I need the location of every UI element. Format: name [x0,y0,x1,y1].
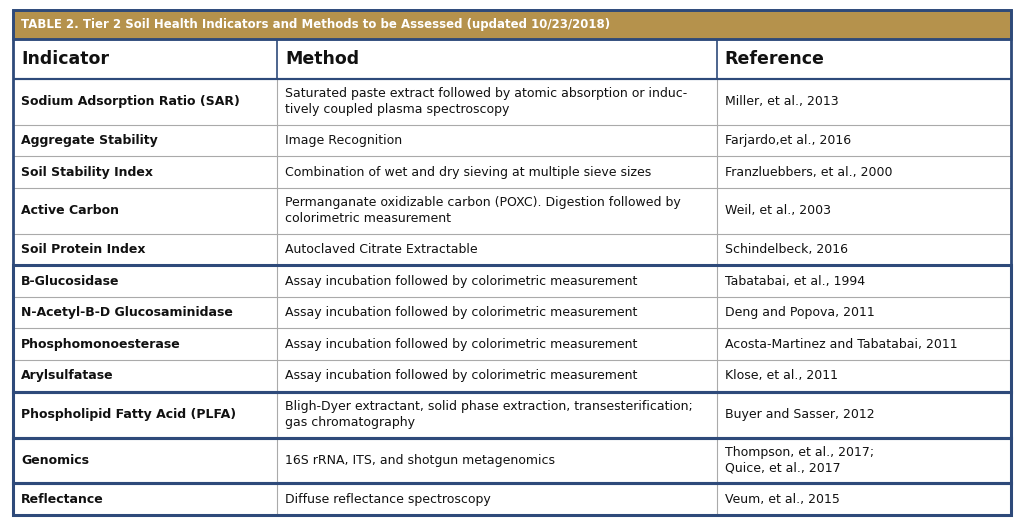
Text: Saturated paste extract followed by atomic absorption or induc-
tively coupled p: Saturated paste extract followed by atom… [286,87,688,116]
Bar [13,392,1011,438]
Bar [13,392,1011,438]
Text: Assay incubation followed by colorimetric measurement: Assay incubation followed by colorimetri… [286,275,638,288]
Bar [13,79,1011,125]
Text: Acosta-Martinez and Tabatabai, 2011: Acosta-Martinez and Tabatabai, 2011 [725,338,957,351]
Text: Deng and Popova, 2011: Deng and Popova, 2011 [725,306,874,319]
Text: Genomics: Genomics [22,454,89,467]
Bar [13,265,1011,297]
Text: N-Acetyl-B-D Glucosaminidase: N-Acetyl-B-D Glucosaminidase [22,306,232,319]
Text: Permanganate oxidizable carbon (POXC). Digestion followed by
colorimetric measur: Permanganate oxidizable carbon (POXC). D… [286,196,681,225]
Text: Farjardo,et al., 2016: Farjardo,et al., 2016 [725,134,851,147]
Bar [13,10,1011,39]
Bar [13,483,1011,515]
Text: Assay incubation followed by colorimetric measurement: Assay incubation followed by colorimetri… [286,369,638,382]
Text: Assay incubation followed by colorimetric measurement: Assay incubation followed by colorimetri… [286,338,638,351]
Text: Diffuse reflectance spectroscopy: Diffuse reflectance spectroscopy [286,493,492,506]
Text: Thompson, et al., 2017;
Quice, et al., 2017: Thompson, et al., 2017; Quice, et al., 2… [725,446,873,475]
Bar [13,188,1011,234]
Text: Arylsulfatase: Arylsulfatase [22,369,114,382]
Bar [13,234,1011,265]
Bar [13,156,1011,188]
Text: Phosphomonoesterase: Phosphomonoesterase [22,338,181,351]
Text: Franzluebbers, et al., 2000: Franzluebbers, et al., 2000 [725,166,892,179]
Text: Autoclaved Citrate Extractable: Autoclaved Citrate Extractable [286,243,478,256]
Text: Aggregate Stability: Aggregate Stability [22,134,158,147]
Bar [13,438,1011,483]
Text: Reflectance: Reflectance [22,493,103,506]
Text: Soil Protein Index: Soil Protein Index [22,243,145,256]
Bar [13,297,1011,328]
Bar [13,438,1011,483]
Text: Indicator: Indicator [22,50,109,68]
Bar [13,483,1011,515]
Bar [13,125,1011,156]
Text: 16S rRNA, ITS, and shotgun metagenomics: 16S rRNA, ITS, and shotgun metagenomics [286,454,555,467]
Bar [13,328,1011,360]
Text: Reference: Reference [725,50,824,68]
Text: Phospholipid Fatty Acid (PLFA): Phospholipid Fatty Acid (PLFA) [22,408,237,421]
Text: Buyer and Sasser, 2012: Buyer and Sasser, 2012 [725,408,874,421]
Text: B-Glucosidase: B-Glucosidase [22,275,120,288]
Text: Tabatabai, et al., 1994: Tabatabai, et al., 1994 [725,275,864,288]
Text: TABLE 2. Tier 2 Soil Health Indicators and Methods to be Assessed (updated 10/23: TABLE 2. Tier 2 Soil Health Indicators a… [22,18,610,31]
Text: Veum, et al., 2015: Veum, et al., 2015 [725,493,840,506]
Text: Bligh-Dyer extractant, solid phase extraction, transesterification;
gas chromato: Bligh-Dyer extractant, solid phase extra… [286,400,693,429]
Text: Method: Method [286,50,359,68]
Text: Klose, et al., 2011: Klose, et al., 2011 [725,369,838,382]
Text: Miller, et al., 2013: Miller, et al., 2013 [725,95,839,108]
Bar [13,265,1011,392]
Text: Schindelbeck, 2016: Schindelbeck, 2016 [725,243,848,256]
Text: Assay incubation followed by colorimetric measurement: Assay incubation followed by colorimetri… [286,306,638,319]
Text: Sodium Adsorption Ratio (SAR): Sodium Adsorption Ratio (SAR) [22,95,240,108]
Text: Weil, et al., 2003: Weil, et al., 2003 [725,204,830,218]
Text: Image Recognition: Image Recognition [286,134,402,147]
Text: Soil Stability Index: Soil Stability Index [22,166,153,179]
Text: Active Carbon: Active Carbon [22,204,119,218]
Text: Combination of wet and dry sieving at multiple sieve sizes: Combination of wet and dry sieving at mu… [286,166,651,179]
Bar [13,360,1011,392]
Bar [13,39,1011,79]
